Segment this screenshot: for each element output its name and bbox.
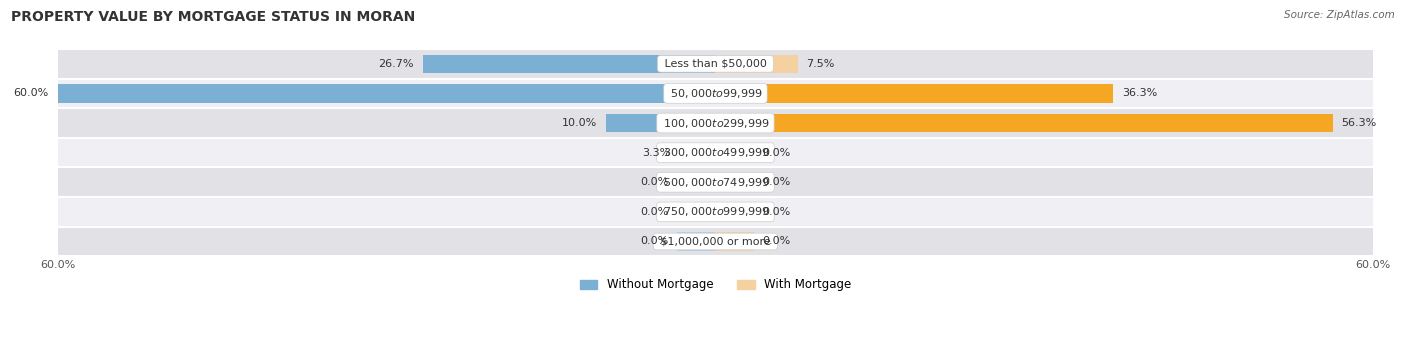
- Text: $300,000 to $499,999: $300,000 to $499,999: [659, 146, 770, 159]
- Bar: [58, 49, 1374, 79]
- Text: 0.0%: 0.0%: [762, 177, 790, 187]
- Bar: [423, 55, 716, 73]
- Text: 10.0%: 10.0%: [562, 118, 598, 128]
- Bar: [606, 114, 716, 132]
- Text: $1,000,000 or more: $1,000,000 or more: [657, 237, 775, 246]
- Text: $500,000 to $749,999: $500,000 to $749,999: [659, 176, 770, 189]
- Bar: [716, 203, 754, 221]
- Bar: [678, 173, 716, 191]
- Text: 3.3%: 3.3%: [643, 148, 671, 158]
- Text: $100,000 to $299,999: $100,000 to $299,999: [661, 117, 770, 130]
- Bar: [58, 197, 1374, 227]
- Bar: [716, 55, 797, 73]
- Text: $750,000 to $999,999: $750,000 to $999,999: [659, 205, 770, 218]
- Text: 0.0%: 0.0%: [762, 237, 790, 246]
- Bar: [58, 84, 716, 103]
- Text: 60.0%: 60.0%: [14, 88, 49, 98]
- Text: 36.3%: 36.3%: [1122, 88, 1157, 98]
- Text: $50,000 to $99,999: $50,000 to $99,999: [666, 87, 763, 100]
- Text: 0.0%: 0.0%: [640, 207, 668, 217]
- Text: 26.7%: 26.7%: [378, 59, 413, 69]
- Bar: [716, 232, 754, 251]
- Bar: [58, 227, 1374, 256]
- Bar: [58, 138, 1374, 168]
- Bar: [716, 84, 1114, 103]
- Text: 56.3%: 56.3%: [1341, 118, 1376, 128]
- Bar: [716, 114, 1333, 132]
- Legend: Without Mortgage, With Mortgage: Without Mortgage, With Mortgage: [575, 274, 856, 296]
- Text: 0.0%: 0.0%: [640, 177, 668, 187]
- Text: 0.0%: 0.0%: [762, 207, 790, 217]
- Bar: [679, 143, 716, 162]
- Bar: [716, 173, 754, 191]
- Bar: [58, 108, 1374, 138]
- Text: Less than $50,000: Less than $50,000: [661, 59, 770, 69]
- Text: PROPERTY VALUE BY MORTGAGE STATUS IN MORAN: PROPERTY VALUE BY MORTGAGE STATUS IN MOR…: [11, 10, 416, 24]
- Bar: [678, 232, 716, 251]
- Bar: [716, 143, 754, 162]
- Text: 7.5%: 7.5%: [807, 59, 835, 69]
- Bar: [58, 79, 1374, 108]
- Bar: [58, 168, 1374, 197]
- Bar: [678, 203, 716, 221]
- Text: Source: ZipAtlas.com: Source: ZipAtlas.com: [1284, 10, 1395, 20]
- Text: 0.0%: 0.0%: [762, 148, 790, 158]
- Text: 0.0%: 0.0%: [640, 237, 668, 246]
